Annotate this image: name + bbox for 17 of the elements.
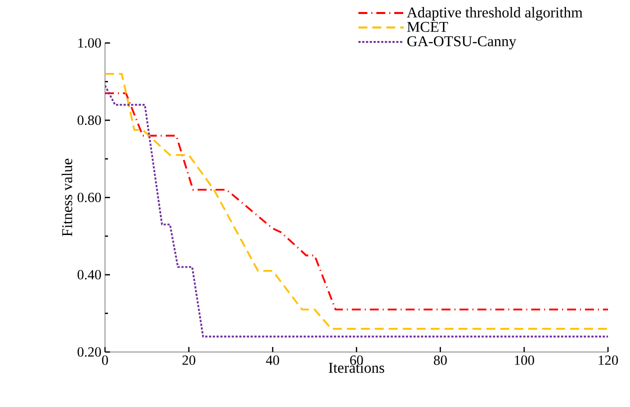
legend-label: GA-OTSU-Canny [407, 36, 516, 50]
x-tick-label: 100 [514, 356, 534, 365]
x-tick-label: 20 [182, 356, 196, 365]
x-axis-title: Iterations [328, 362, 384, 373]
legend-label: Adaptive threshold algorithm [406, 7, 582, 21]
y-tick-label: 0.80 [78, 116, 101, 125]
x-tick-label: 80 [434, 356, 447, 365]
y-tick-label: 1.00 [78, 38, 101, 48]
y-tick-label: 0.60 [78, 192, 101, 202]
x-tick-label: 120 [598, 356, 618, 365]
x-tick-label: 0 [102, 356, 108, 365]
x-tick-label: 60 [350, 356, 363, 365]
legend-label: MCET [407, 22, 448, 32]
x-tick-label: 40 [266, 356, 280, 365]
y-tick-label: 0.20 [78, 347, 101, 357]
y-tick-label: 0.40 [78, 270, 101, 280]
y-axis-title: Fitness value [62, 158, 72, 236]
